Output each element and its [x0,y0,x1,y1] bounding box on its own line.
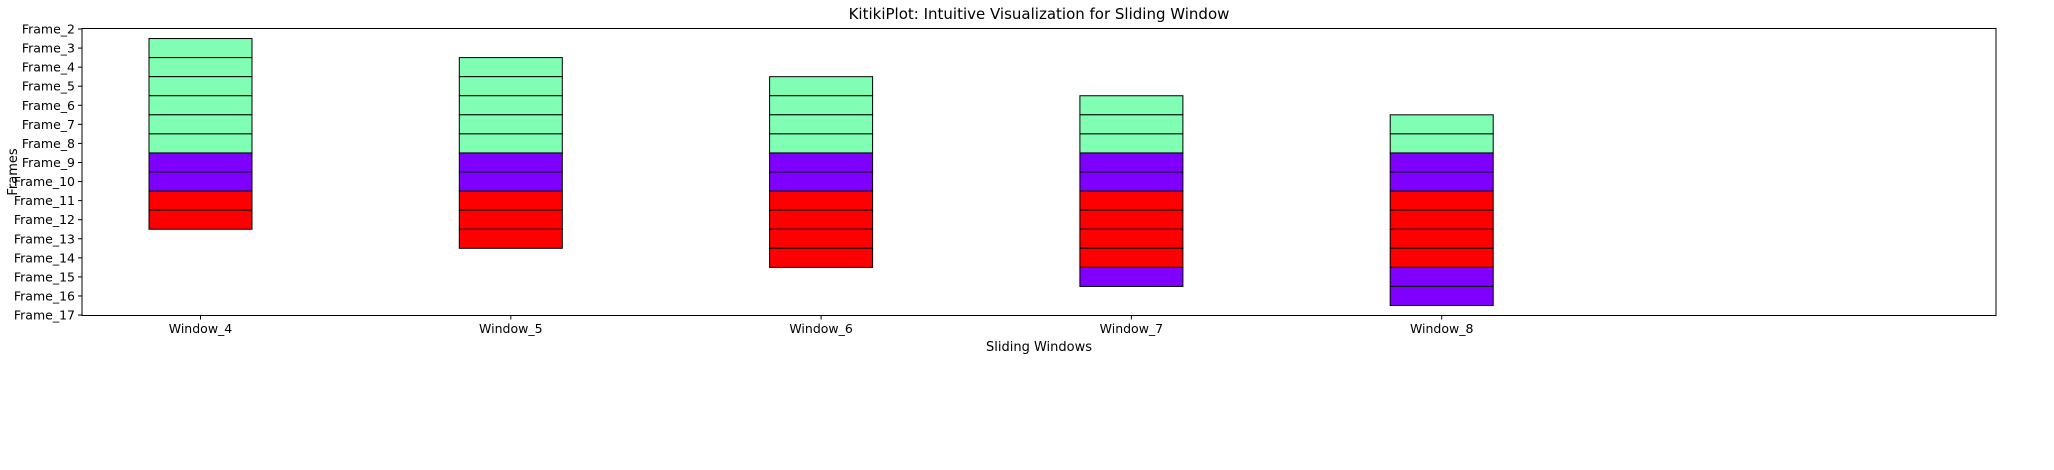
cell-window-7-frame-6 [1079,95,1184,116]
y-tick-label: Frame_12 [14,212,75,227]
cell-window-6-frame-9 [769,152,874,173]
y-tick-label: Frame_14 [14,250,75,265]
y-tick-label: Frame_16 [14,288,75,303]
cells-layer [148,38,1494,307]
cell-window-4-frame-6 [148,95,253,116]
cell-window-5-frame-6 [458,95,563,116]
cell-window-7-frame-9 [1079,152,1184,173]
cell-window-6-frame-5 [769,76,874,97]
cell-window-5-frame-5 [458,76,563,97]
y-tick-label: Frame_8 [22,136,75,151]
cell-window-7-frame-13 [1079,228,1184,249]
y-tick-label: Frame_17 [14,308,75,323]
cell-window-8-frame-14 [1389,247,1494,268]
cell-window-7-frame-10 [1079,171,1184,192]
y-tick-label: Frame_3 [22,41,75,56]
y-tick-label: Frame_7 [22,117,75,132]
cell-window-6-frame-7 [769,114,874,135]
cell-window-8-frame-15 [1389,266,1494,287]
x-tick-label: Window_6 [789,321,853,336]
cell-window-6-frame-6 [769,95,874,116]
cell-window-6-frame-10 [769,171,874,192]
cell-window-5-frame-13 [458,228,563,249]
y-tick-label: Frame_2 [22,22,75,37]
cell-window-8-frame-8 [1389,133,1494,154]
chart-title: KitikiPlot: Intuitive Visualization for … [849,5,1230,23]
y-tick-label: Frame_10 [14,174,75,189]
y-tick-label: Frame_4 [22,60,75,75]
cell-window-8-frame-9 [1389,152,1494,173]
plot-frame [81,28,1997,316]
cell-window-4-frame-4 [148,57,253,78]
y-tick-label: Frame_15 [14,269,75,284]
cell-window-7-frame-12 [1079,209,1184,230]
x-tick-label: Window_8 [1410,321,1474,336]
cell-window-6-frame-11 [769,190,874,211]
cell-window-7-frame-15 [1079,266,1184,287]
cell-window-4-frame-10 [148,171,253,192]
cell-window-7-frame-7 [1079,114,1184,135]
y-axis-label: Frames [6,148,21,196]
y-tick-label: Frame_13 [14,231,75,246]
cell-window-8-frame-10 [1389,171,1494,192]
cell-window-4-frame-7 [148,114,253,135]
cell-window-7-frame-14 [1079,247,1184,268]
cell-window-5-frame-10 [458,171,563,192]
y-tick-label: Frame_9 [22,155,75,170]
y-tick-label: Frame_6 [22,98,75,113]
cell-window-8-frame-7 [1389,114,1494,135]
cell-window-6-frame-12 [769,209,874,230]
cell-window-6-frame-13 [769,228,874,249]
cell-window-6-frame-8 [769,133,874,154]
x-tick-label: Window_5 [479,321,543,336]
cell-window-5-frame-9 [458,152,563,173]
cell-window-4-frame-8 [148,133,253,154]
cell-window-5-frame-12 [458,209,563,230]
cell-window-8-frame-16 [1389,285,1494,307]
cell-window-4-frame-5 [148,76,253,97]
cell-window-8-frame-11 [1389,190,1494,211]
cell-window-5-frame-4 [458,57,563,78]
cell-window-5-frame-7 [458,114,563,135]
x-tick-label: Window_4 [169,321,233,336]
cell-window-5-frame-11 [458,190,563,211]
cell-window-4-frame-9 [148,152,253,173]
y-tick-label: Frame_5 [22,79,75,94]
x-tick-label: Window_7 [1100,321,1164,336]
cell-window-7-frame-11 [1079,190,1184,211]
x-axis-label: Sliding Windows [986,340,1092,355]
y-tick-label: Frame_11 [14,193,75,208]
cell-window-8-frame-12 [1389,209,1494,230]
cell-window-4-frame-12 [148,209,253,230]
x-axis-ticks: Window_4 Window_5 Window_6 Window_7 Window_8 [169,315,1474,336]
cell-window-6-frame-14 [769,247,874,268]
cell-window-4-frame-11 [148,190,253,211]
cell-window-8-frame-13 [1389,228,1494,249]
y-axis-ticks: Frame_2 Frame_3 Frame_4 Frame_5 Frame_6 Frame… [14,22,82,323]
cell-window-7-frame-8 [1079,133,1184,154]
cell-window-4-frame-3 [148,38,253,59]
cell-window-5-frame-8 [458,133,563,154]
